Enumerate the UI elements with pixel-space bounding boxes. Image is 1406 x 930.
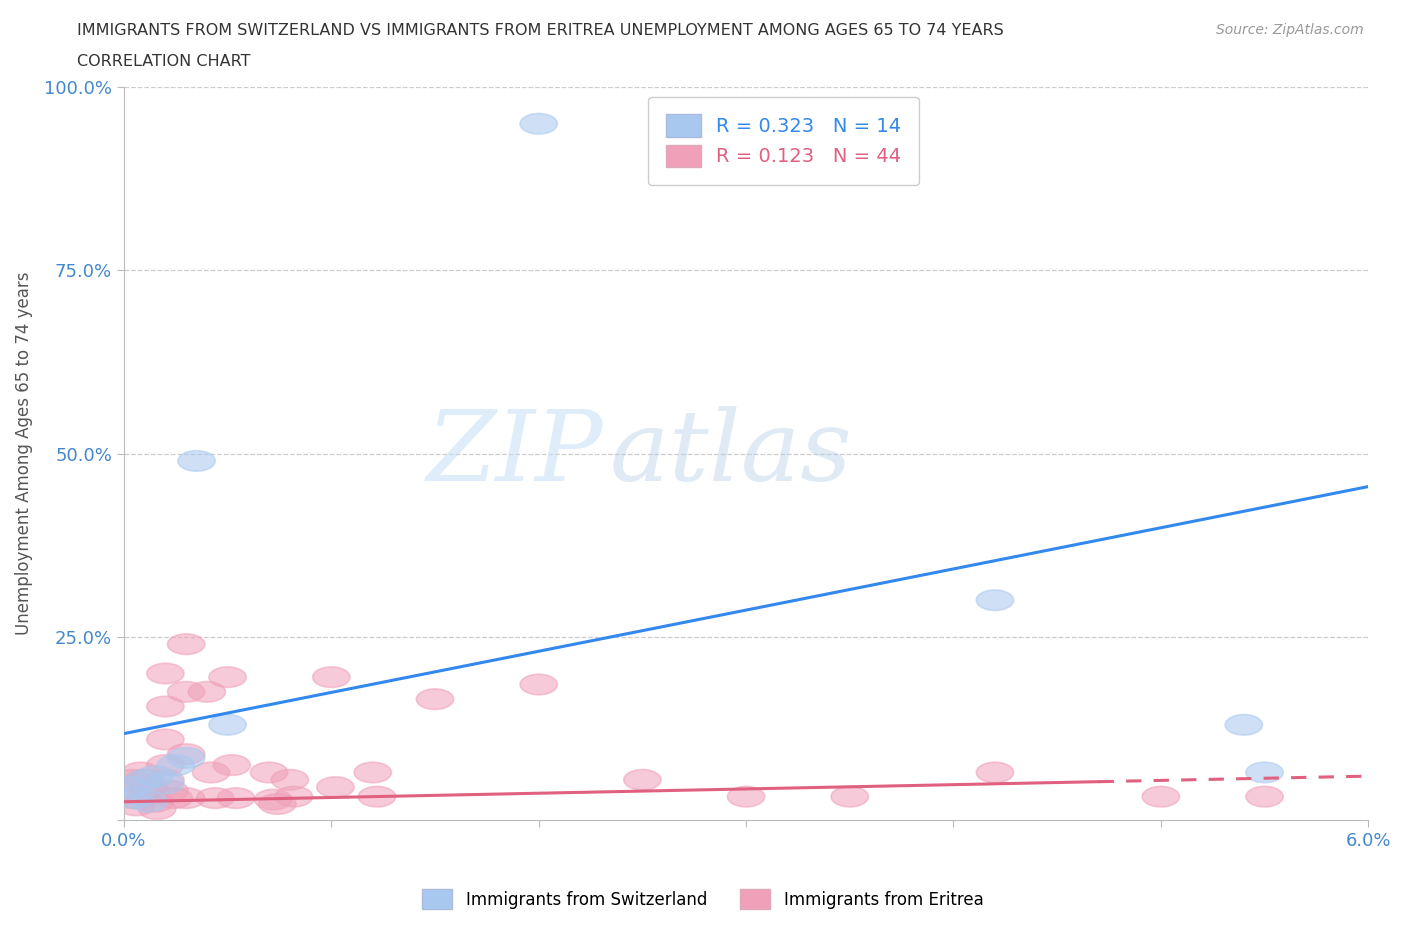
Ellipse shape — [146, 697, 184, 717]
Ellipse shape — [167, 682, 205, 702]
Ellipse shape — [122, 763, 159, 783]
Text: Source: ZipAtlas.com: Source: ZipAtlas.com — [1216, 23, 1364, 37]
Ellipse shape — [146, 755, 184, 776]
Ellipse shape — [218, 788, 254, 808]
Ellipse shape — [831, 787, 869, 807]
Ellipse shape — [197, 788, 233, 808]
Ellipse shape — [150, 780, 188, 801]
Ellipse shape — [214, 755, 250, 776]
Ellipse shape — [146, 663, 184, 684]
Ellipse shape — [624, 769, 661, 790]
Text: ZIP: ZIP — [427, 406, 603, 501]
Ellipse shape — [157, 755, 194, 776]
Ellipse shape — [1246, 787, 1284, 807]
Text: CORRELATION CHART: CORRELATION CHART — [77, 54, 250, 69]
Ellipse shape — [259, 793, 297, 815]
Ellipse shape — [155, 788, 193, 808]
Ellipse shape — [193, 763, 229, 783]
Ellipse shape — [131, 777, 167, 797]
Ellipse shape — [114, 769, 150, 790]
Ellipse shape — [111, 777, 149, 797]
Ellipse shape — [209, 714, 246, 735]
Ellipse shape — [254, 790, 292, 810]
Ellipse shape — [354, 763, 391, 783]
Ellipse shape — [167, 748, 205, 768]
Ellipse shape — [1246, 763, 1284, 783]
Ellipse shape — [520, 674, 557, 695]
Ellipse shape — [167, 744, 205, 764]
Text: atlas: atlas — [609, 406, 852, 501]
Ellipse shape — [1142, 787, 1180, 807]
Ellipse shape — [250, 763, 288, 783]
Ellipse shape — [138, 799, 176, 819]
Ellipse shape — [1225, 714, 1263, 735]
Ellipse shape — [271, 769, 308, 790]
Ellipse shape — [131, 791, 167, 812]
Ellipse shape — [976, 763, 1014, 783]
Ellipse shape — [167, 634, 205, 655]
Ellipse shape — [127, 769, 163, 790]
Text: IMMIGRANTS FROM SWITZERLAND VS IMMIGRANTS FROM ERITREA UNEMPLOYMENT AMONG AGES 6: IMMIGRANTS FROM SWITZERLAND VS IMMIGRANT… — [77, 23, 1004, 38]
Ellipse shape — [727, 787, 765, 807]
Ellipse shape — [132, 780, 170, 801]
Ellipse shape — [188, 682, 225, 702]
Ellipse shape — [115, 788, 153, 808]
Ellipse shape — [312, 667, 350, 687]
Legend: R = 0.323   N = 14, R = 0.123   N = 44: R = 0.323 N = 14, R = 0.123 N = 44 — [648, 97, 918, 184]
Ellipse shape — [146, 769, 184, 790]
Ellipse shape — [276, 787, 312, 807]
Ellipse shape — [209, 667, 246, 687]
Ellipse shape — [416, 689, 454, 710]
Ellipse shape — [136, 765, 174, 787]
Ellipse shape — [167, 788, 205, 808]
Ellipse shape — [177, 451, 215, 472]
Ellipse shape — [359, 787, 395, 807]
Ellipse shape — [316, 777, 354, 797]
Ellipse shape — [115, 788, 153, 808]
Ellipse shape — [110, 780, 146, 801]
Ellipse shape — [136, 791, 174, 812]
Ellipse shape — [146, 773, 184, 793]
Legend: Immigrants from Switzerland, Immigrants from Eritrea: Immigrants from Switzerland, Immigrants … — [415, 881, 991, 917]
Ellipse shape — [127, 769, 163, 790]
Ellipse shape — [118, 795, 155, 816]
Ellipse shape — [146, 729, 184, 750]
Ellipse shape — [976, 590, 1014, 610]
Ellipse shape — [520, 113, 557, 134]
Y-axis label: Unemployment Among Ages 65 to 74 years: Unemployment Among Ages 65 to 74 years — [15, 272, 32, 635]
